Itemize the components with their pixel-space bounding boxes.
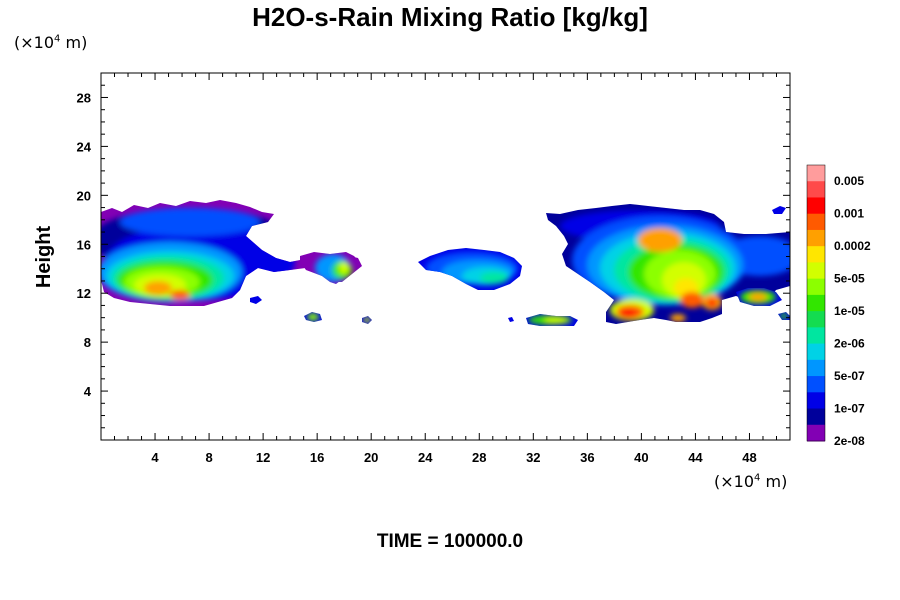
y-tick-label: 20 (77, 188, 91, 203)
colorbar-label: 1e-07 (834, 402, 865, 416)
y-axis-unit: (×104 m) (14, 33, 88, 52)
x-axis-unit: (×104 m) (714, 472, 788, 491)
rain-field-central (418, 248, 522, 290)
y-tick-label: 4 (84, 384, 92, 399)
colorbar-swatch (807, 229, 825, 247)
y-tick-label: 12 (77, 286, 91, 301)
chart-title: H2O-s-Rain Mixing Ratio [kg/kg] (252, 2, 648, 32)
time-label: TIME = 100000.0 (376, 531, 524, 552)
colorbar-swatch (807, 343, 825, 361)
colorbar-swatch (807, 181, 825, 198)
colorbar-swatch (807, 359, 825, 377)
colorbar-swatch (807, 424, 825, 442)
colorbar-swatch (807, 197, 825, 215)
x-tick-label: 16 (310, 450, 324, 465)
colorbar-swatch (807, 327, 825, 345)
colorbar-frame (806, 164, 826, 442)
x-tick-label: 48 (742, 450, 756, 465)
x-tick-label: 28 (472, 450, 486, 465)
colorbar-swatch (807, 213, 825, 231)
y-tick-label: 24 (77, 139, 92, 154)
colorbar-label: 0.0002 (834, 239, 871, 253)
rain-field-west (101, 200, 362, 306)
x-tick-label: 4 (151, 450, 159, 465)
x-tick-label: 32 (526, 450, 540, 465)
y-axis-label: Height (33, 226, 55, 289)
x-tick-label: 20 (364, 450, 378, 465)
x-tick-label: 36 (580, 450, 594, 465)
colorbar-label: 1e-05 (834, 304, 865, 318)
y-tick-label: 28 (77, 90, 91, 105)
colorbar-label: 2e-06 (834, 337, 865, 351)
colorbar-swatch (807, 246, 825, 263)
x-tick-label: 44 (688, 450, 703, 465)
x-tick-label: 24 (418, 450, 433, 465)
colorbar-label: 0.005 (834, 174, 864, 188)
colorbar-swatch (807, 294, 825, 312)
x-tick-label: 8 (205, 450, 212, 465)
y-tick-label: 16 (77, 237, 91, 252)
x-tick-label: 12 (256, 450, 270, 465)
colorbar-label: 0.001 (834, 207, 864, 221)
y-tick-label: 8 (84, 335, 91, 350)
x-tick-label: 40 (634, 450, 648, 465)
colorbar-swatch (807, 392, 825, 410)
colorbar-swatch (807, 262, 825, 280)
colorbar-swatch (807, 311, 825, 328)
plot-area (100, 72, 791, 441)
colorbar-label: 2e-08 (834, 434, 865, 448)
colorbar-label: 5e-07 (834, 369, 865, 383)
colorbar-swatch (807, 408, 825, 426)
colorbar-swatch (807, 165, 825, 182)
colorbar-swatch (807, 278, 825, 296)
colorbar: 0.005 0.001 0.0002 5e-05 1e-05 2e-06 5e-07 1e-0… (806, 164, 871, 448)
colorbar-swatch (807, 376, 825, 393)
colorbar-label: 5e-05 (834, 272, 865, 286)
